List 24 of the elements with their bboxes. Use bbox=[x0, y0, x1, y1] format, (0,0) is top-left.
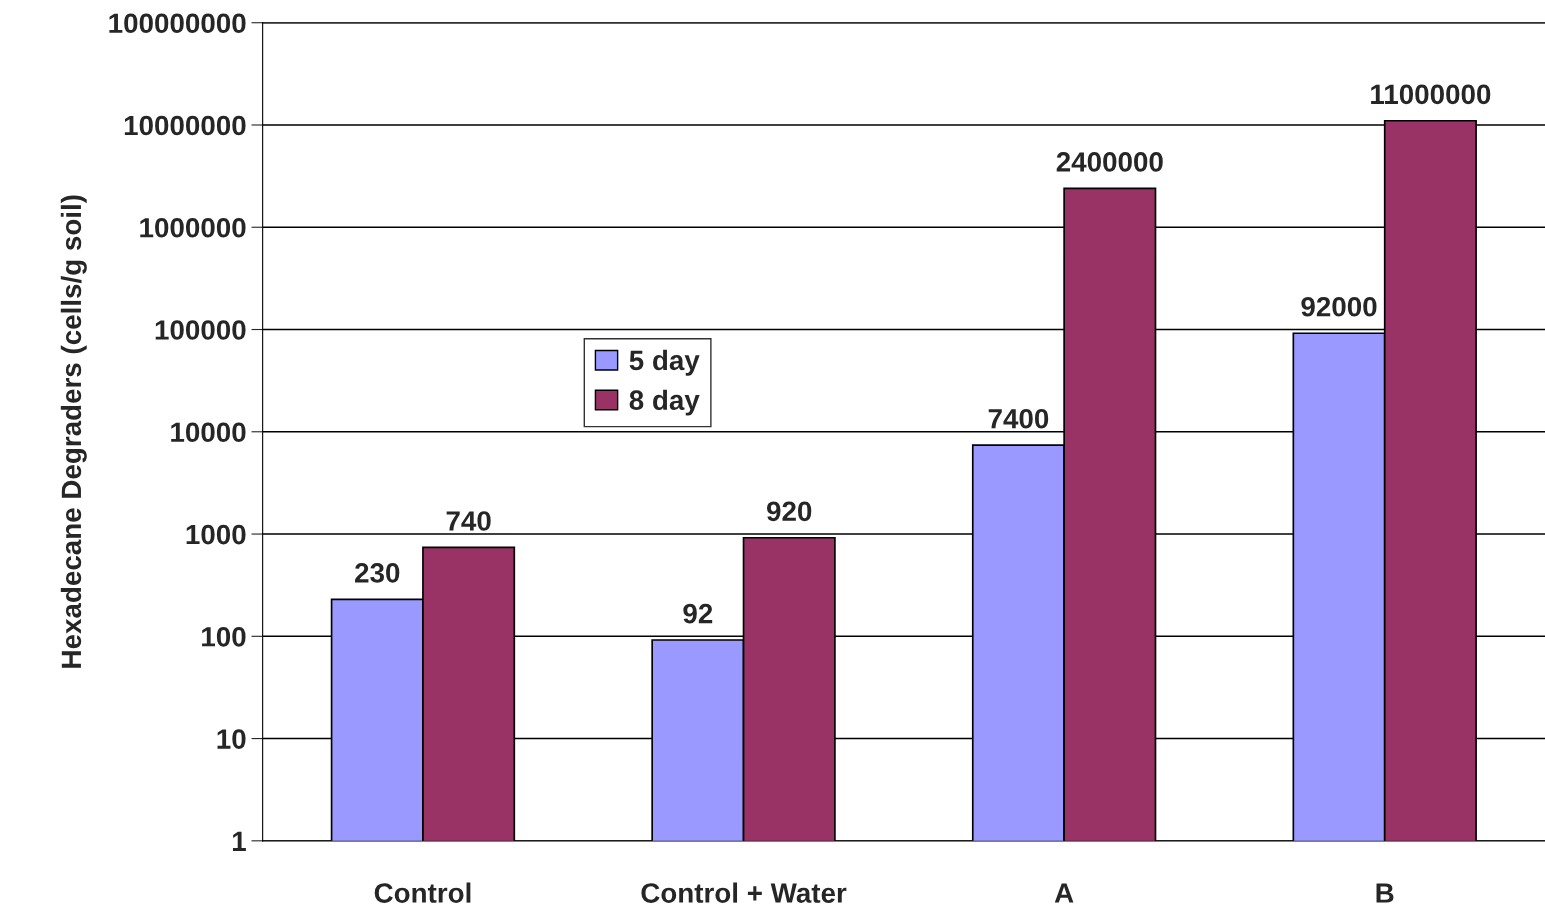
y-tick-label: 10000000 bbox=[124, 115, 246, 136]
y-tick-label: 100 bbox=[202, 626, 246, 647]
x-tick-label: B bbox=[1376, 883, 1394, 903]
legend-label: 8 day bbox=[629, 389, 700, 416]
y-tick-label: 10 bbox=[217, 729, 246, 749]
data-label: 740 bbox=[446, 511, 491, 531]
data-label: 92000 bbox=[1301, 296, 1377, 317]
data-label: 92 bbox=[683, 603, 713, 624]
data-label: 2400000 bbox=[1056, 152, 1163, 172]
data-label: 230 bbox=[355, 563, 400, 583]
data-label: 7400 bbox=[988, 408, 1049, 429]
y-tick-label: 100000 bbox=[155, 320, 246, 340]
y-axis-title: Hexadecane Degraders (cells/g soil) bbox=[60, 195, 87, 668]
x-tick-label: A bbox=[1054, 883, 1074, 903]
x-tick-label: Control + Water bbox=[641, 882, 847, 903]
y-tick-label: 1000 bbox=[186, 524, 246, 545]
x-tick-label: Control bbox=[374, 882, 471, 903]
y-tick-label: 100000000 bbox=[109, 13, 246, 34]
y-tick-label: 1 bbox=[232, 831, 246, 851]
data-label: 11000000 bbox=[1371, 84, 1491, 105]
data-label: 920 bbox=[767, 501, 812, 522]
y-tick-label: 1000000 bbox=[140, 217, 246, 238]
legend-label: 5 day bbox=[629, 349, 700, 376]
y-tick-label: 10000 bbox=[171, 422, 246, 443]
